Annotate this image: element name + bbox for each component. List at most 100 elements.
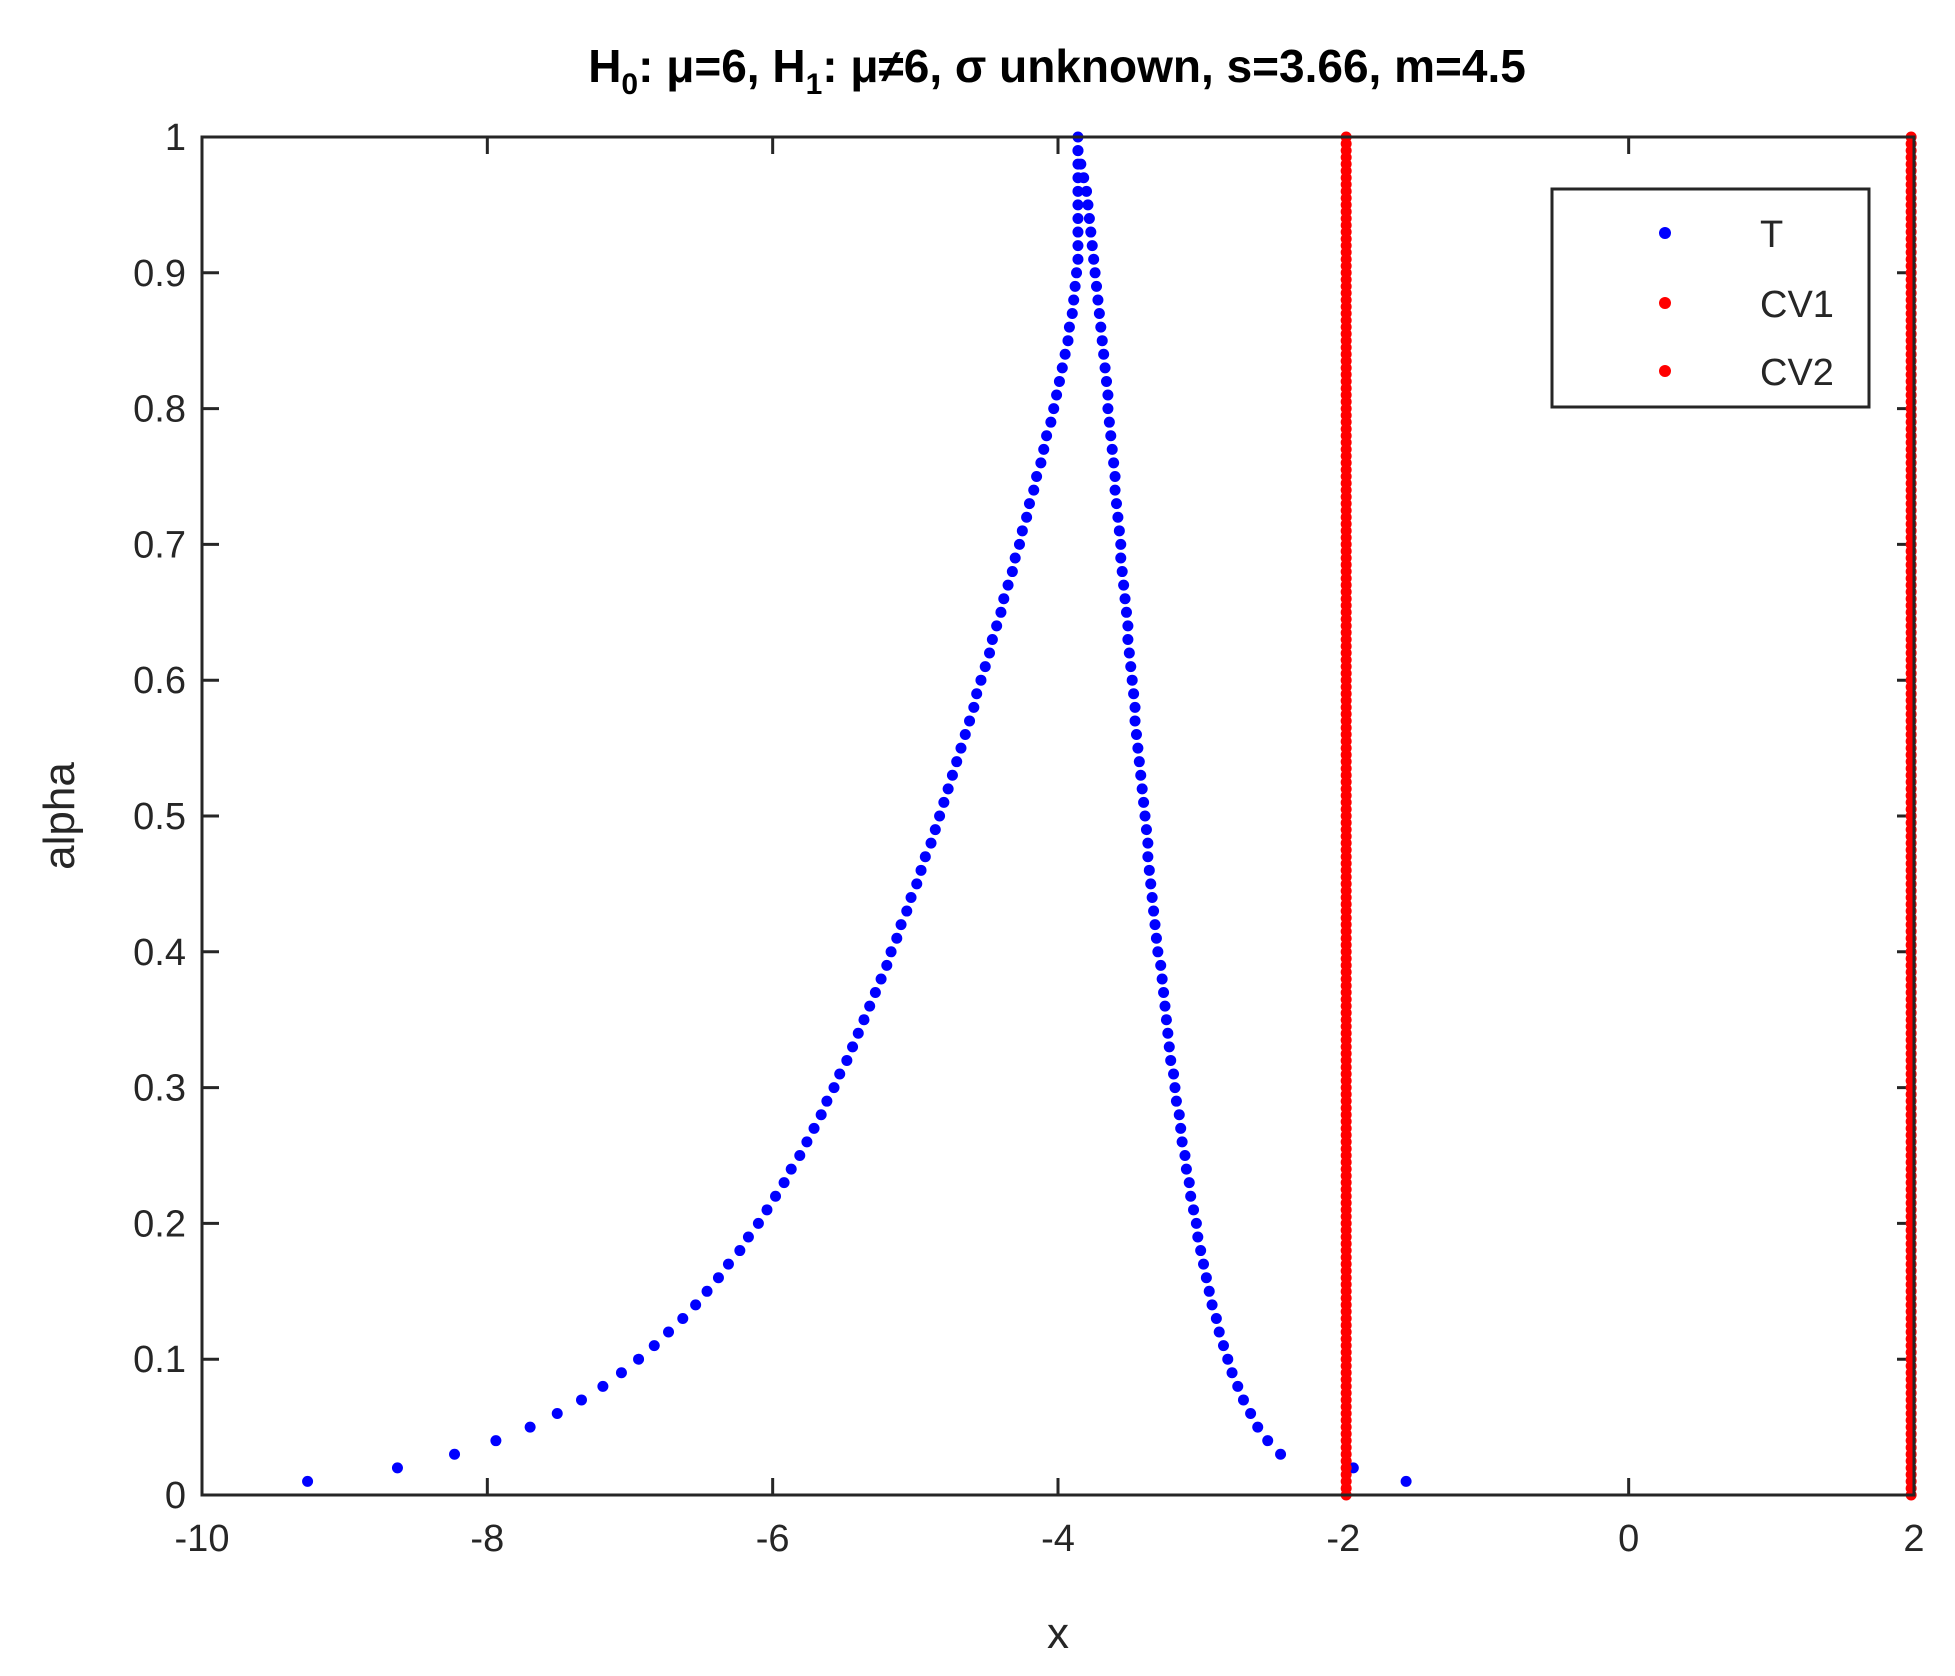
- point-t: [1222, 1353, 1234, 1365]
- point-t: [1262, 1435, 1274, 1447]
- point-t: [1190, 1217, 1202, 1229]
- point-t: [1031, 471, 1043, 482]
- point-t: [663, 1326, 675, 1338]
- point-t: [1185, 1190, 1197, 1202]
- point-t: [1126, 674, 1138, 686]
- point-t: [701, 1285, 713, 1297]
- point-t: [991, 620, 1003, 632]
- point-t: [938, 796, 950, 808]
- point-t: [1120, 606, 1132, 618]
- point-t: [968, 701, 980, 713]
- point-t: [852, 1027, 864, 1039]
- point-t: [841, 1054, 853, 1066]
- point-t: [1062, 335, 1074, 347]
- point-t: [1158, 987, 1170, 999]
- point-t: [1078, 172, 1090, 184]
- point-t: [1069, 280, 1081, 292]
- point-t: [1198, 1258, 1210, 1270]
- point-t: [575, 1394, 587, 1406]
- point-t: [1129, 715, 1141, 727]
- point-t: [975, 674, 987, 686]
- point-t: [1082, 199, 1094, 211]
- point-t: [597, 1380, 609, 1392]
- point-t: [1142, 851, 1154, 863]
- point-t: [1128, 688, 1140, 700]
- point-t: [1135, 769, 1147, 781]
- point-t: [864, 1000, 876, 1012]
- point-t: [1081, 185, 1093, 197]
- chart-title: H0: μ=6, H1: μ≠6, σ unknown, s=3.66, m=4…: [588, 40, 1526, 101]
- point-t: [984, 647, 996, 659]
- point-t: [1051, 389, 1063, 401]
- y-tick-label: 0.6: [133, 660, 186, 702]
- y-tick-label: 0.8: [133, 389, 186, 431]
- title-segment: H: [588, 40, 621, 92]
- point-t: [1148, 905, 1160, 917]
- point-t: [1162, 1027, 1174, 1039]
- point-t: [1110, 498, 1122, 510]
- point-t: [1072, 185, 1084, 197]
- point-t: [1072, 212, 1084, 224]
- point-t: [1088, 253, 1100, 265]
- point-t: [901, 905, 913, 917]
- point-t: [919, 851, 931, 863]
- point-t: [1180, 1163, 1192, 1175]
- point-t: [524, 1421, 536, 1433]
- point-t: [808, 1122, 820, 1134]
- point-t: [1122, 620, 1134, 632]
- point-t: [1113, 525, 1125, 537]
- point-t: [959, 729, 971, 741]
- x-tick-label: 2: [1903, 1518, 1924, 1560]
- point-t: [742, 1231, 754, 1243]
- x-tick-label: -10: [175, 1518, 230, 1560]
- legend-marker-cv2: [1659, 365, 1671, 377]
- point-t: [1075, 158, 1087, 170]
- point-t: [1143, 864, 1155, 876]
- point-t: [1163, 1041, 1175, 1053]
- point-t: [1059, 348, 1071, 360]
- point-t: [1056, 362, 1068, 374]
- point-t: [1206, 1299, 1218, 1311]
- point-t: [1109, 471, 1121, 482]
- point-t: [1175, 1122, 1187, 1134]
- point-t: [1173, 1109, 1185, 1121]
- point-t: [1226, 1367, 1238, 1379]
- point-t: [1142, 837, 1154, 849]
- point-t: [1169, 1082, 1181, 1094]
- point-t: [1232, 1380, 1244, 1392]
- point-t: [1045, 416, 1057, 428]
- point-t: [881, 959, 893, 971]
- y-tick-label: 0.9: [133, 253, 186, 295]
- point-t: [1213, 1326, 1225, 1338]
- point-t: [1159, 1000, 1171, 1012]
- point-t: [821, 1095, 833, 1107]
- point-t: [1009, 552, 1021, 564]
- point-t: [1016, 525, 1028, 537]
- point-t: [648, 1340, 660, 1352]
- x-tick-label: -8: [470, 1518, 504, 1560]
- point-t: [1099, 362, 1111, 374]
- point-t: [895, 919, 907, 931]
- point-t: [1089, 267, 1101, 279]
- point-t: [905, 891, 917, 903]
- point-t: [815, 1109, 827, 1121]
- point-t: [1176, 1136, 1188, 1148]
- point-t: [1038, 443, 1050, 455]
- point-t: [946, 769, 958, 781]
- point-t: [1400, 1475, 1412, 1487]
- point-t: [615, 1367, 627, 1379]
- point-t: [1130, 729, 1142, 741]
- point-t: [1210, 1312, 1222, 1324]
- point-t: [1115, 552, 1127, 564]
- point-t: [1138, 796, 1150, 808]
- y-tick-label: 1: [165, 117, 186, 159]
- legend-label-t: T: [1760, 214, 1783, 256]
- point-t: [1063, 321, 1075, 333]
- x-tick-label: -6: [756, 1518, 790, 1560]
- point-t: [875, 973, 887, 985]
- point-t: [1028, 484, 1040, 496]
- point-t: [1140, 824, 1152, 836]
- point-t: [1146, 891, 1158, 903]
- point-t: [1132, 742, 1144, 754]
